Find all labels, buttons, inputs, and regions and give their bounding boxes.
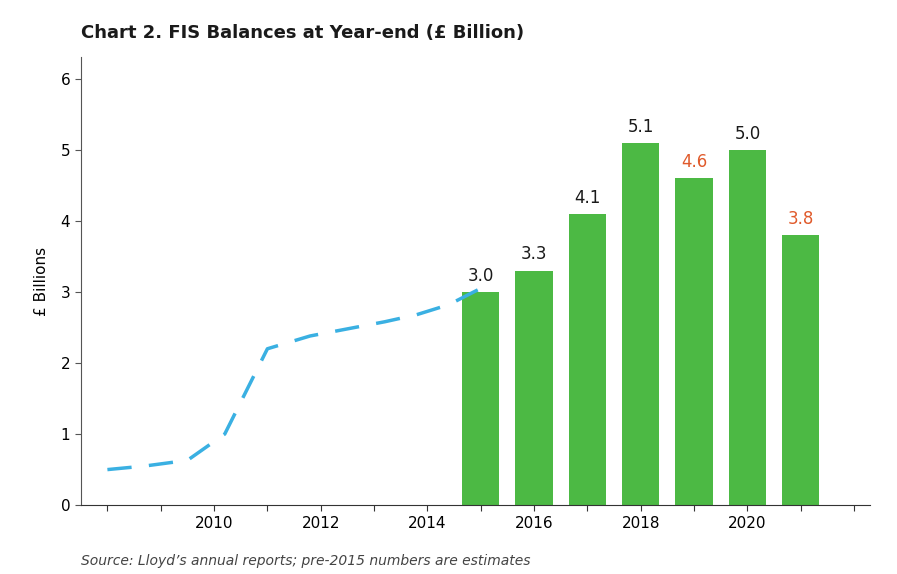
- Text: 4.1: 4.1: [574, 189, 601, 207]
- Text: 5.0: 5.0: [735, 125, 761, 143]
- Bar: [462, 292, 500, 505]
- Text: 3.8: 3.8: [788, 210, 814, 228]
- Text: 4.6: 4.6: [681, 153, 707, 171]
- Bar: [516, 270, 553, 505]
- Y-axis label: £ Billions: £ Billions: [34, 247, 49, 316]
- Bar: [623, 143, 659, 505]
- Text: 3.3: 3.3: [521, 246, 547, 263]
- Bar: [675, 178, 713, 505]
- Bar: [569, 214, 606, 505]
- Text: 5.1: 5.1: [628, 118, 654, 135]
- Text: Source: Lloyd’s annual reports; pre-2015 numbers are estimates: Source: Lloyd’s annual reports; pre-2015…: [81, 554, 530, 568]
- Text: Chart 2. FIS Balances at Year-end (£ Billion): Chart 2. FIS Balances at Year-end (£ Bil…: [81, 24, 524, 42]
- Bar: [782, 235, 820, 505]
- Text: 3.0: 3.0: [467, 267, 494, 285]
- Bar: [728, 150, 766, 505]
